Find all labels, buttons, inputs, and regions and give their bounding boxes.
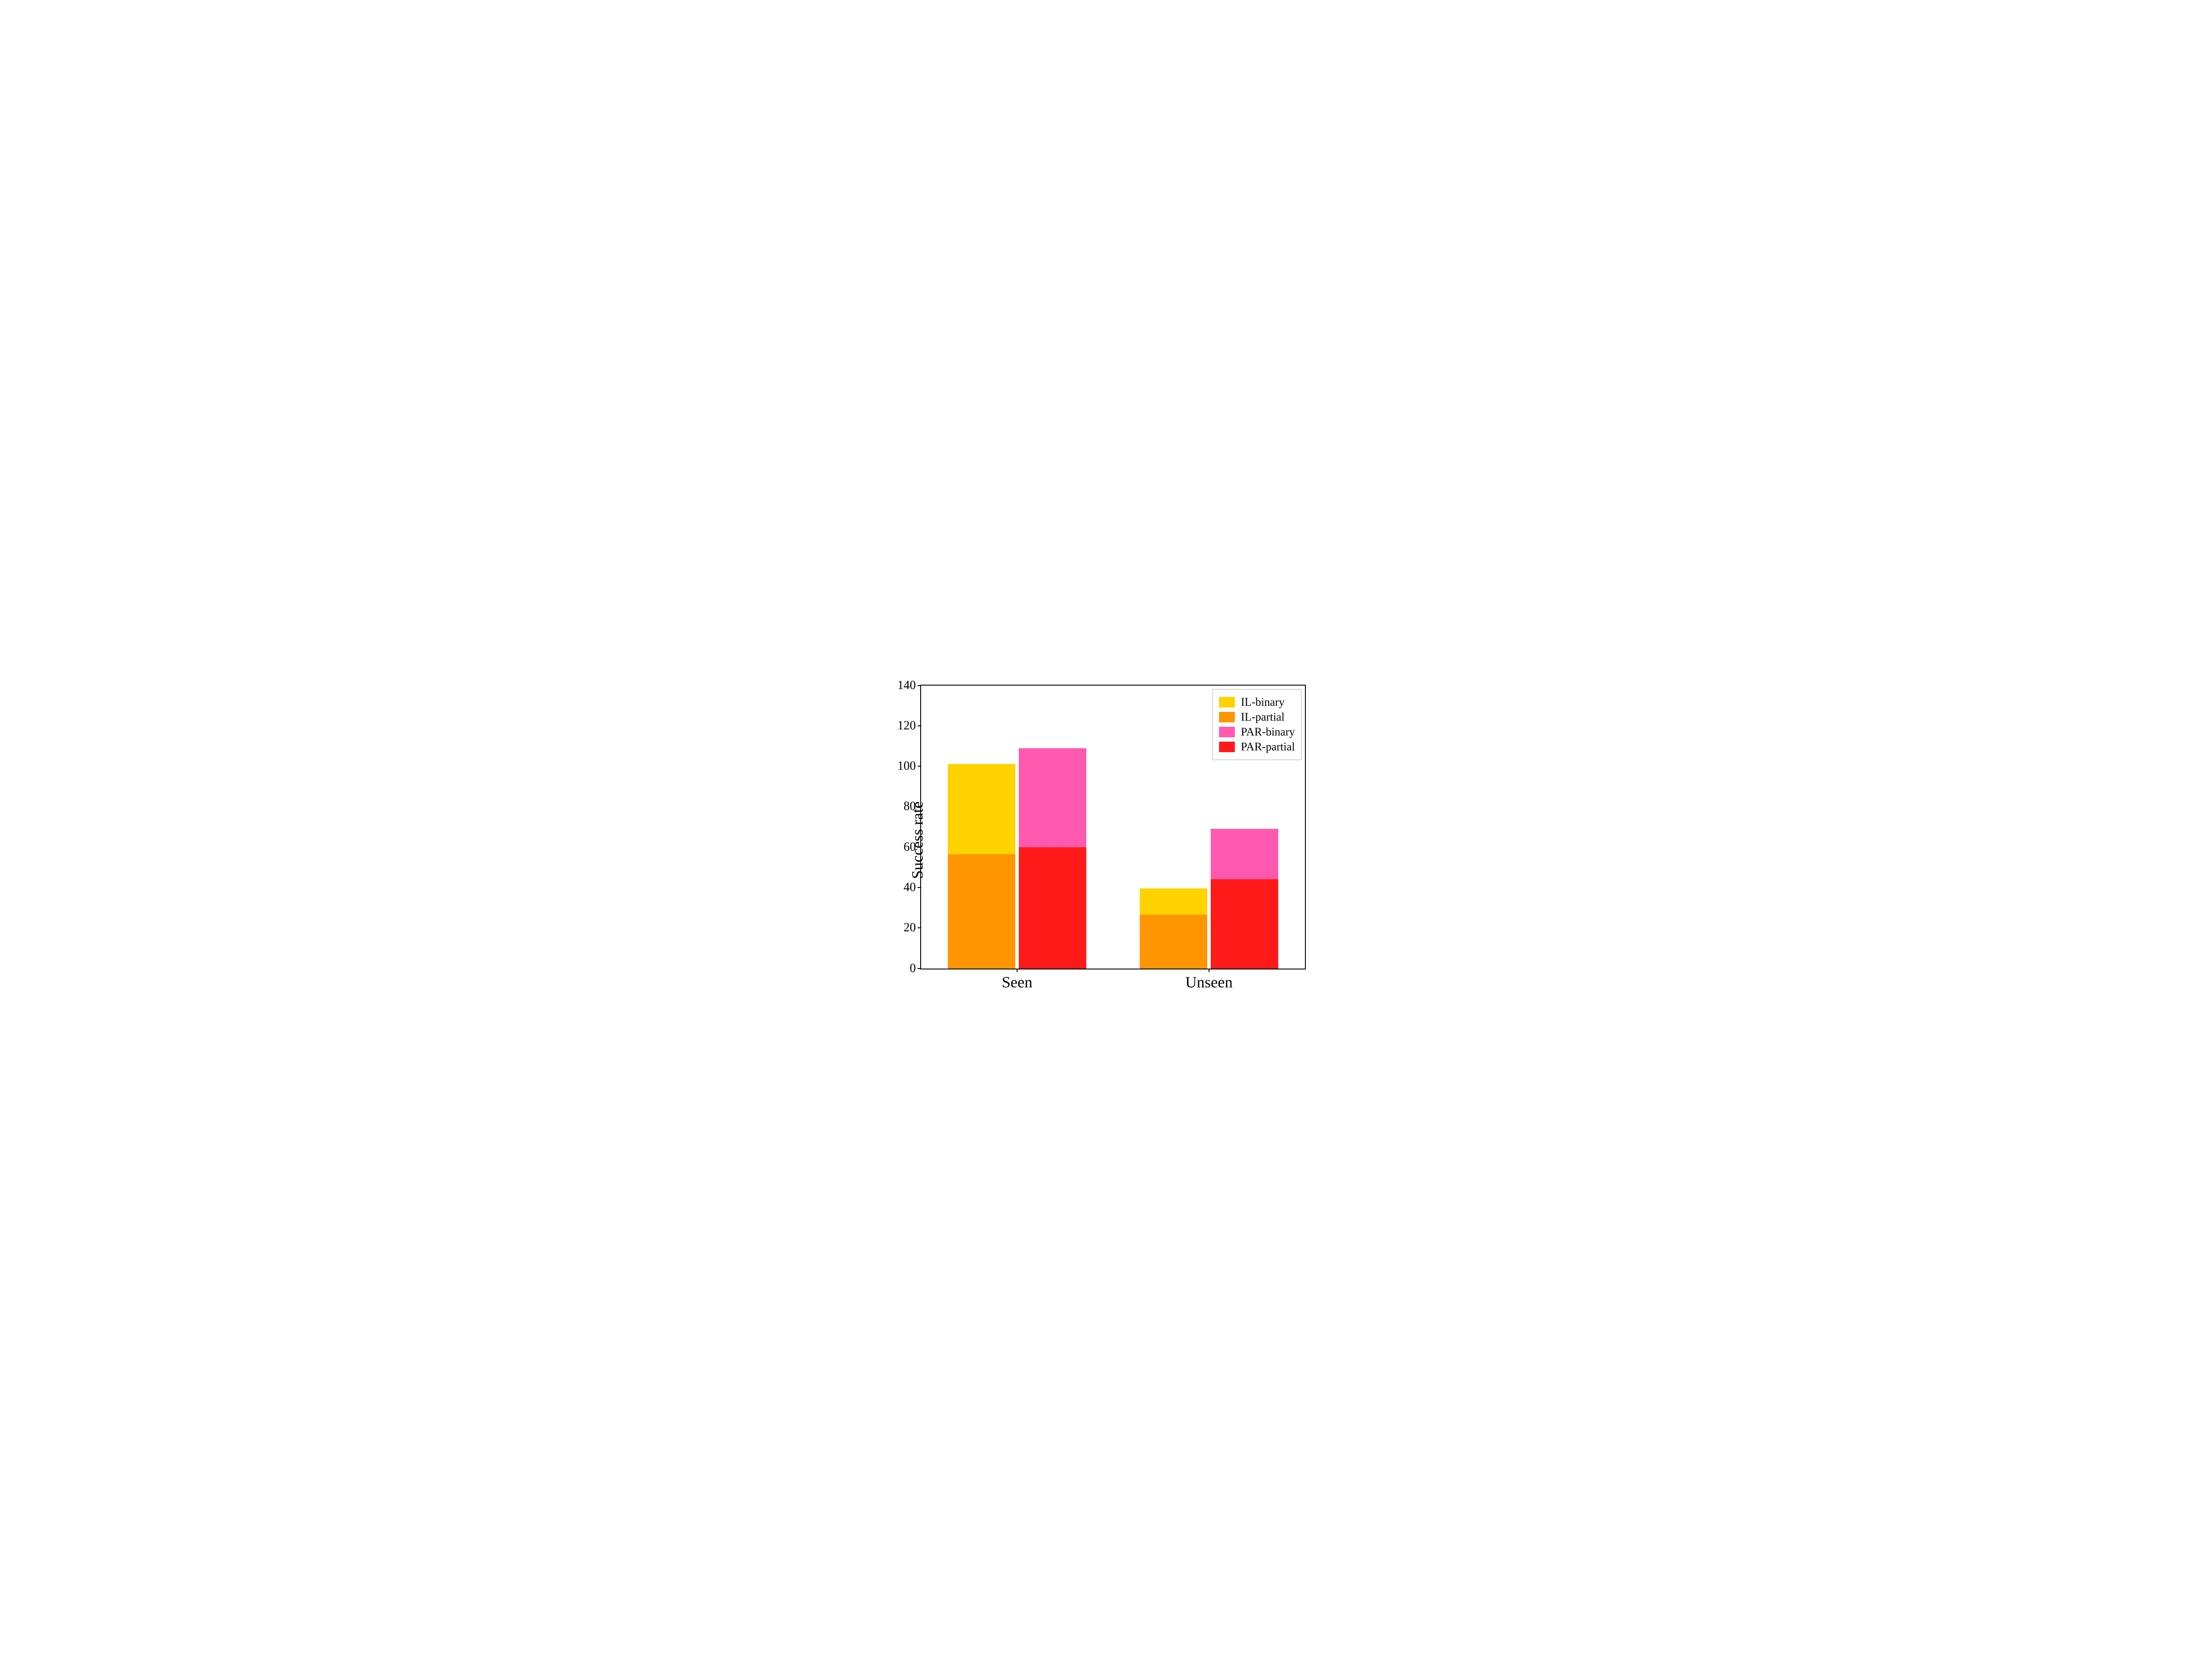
bar-il-partial-unseen bbox=[1140, 915, 1207, 968]
legend-item-par-binary: PAR-binary bbox=[1219, 725, 1295, 739]
legend-swatch bbox=[1219, 727, 1235, 737]
legend-item-il-binary: IL-binary bbox=[1219, 696, 1295, 709]
y-tick-label: 140 bbox=[897, 679, 916, 693]
y-tick bbox=[918, 725, 921, 726]
x-tick-label: Seen bbox=[1002, 973, 1032, 991]
legend-label: PAR-partial bbox=[1241, 740, 1295, 753]
y-tick bbox=[918, 927, 921, 928]
y-tick-label: 120 bbox=[897, 719, 916, 733]
x-tick-label: Unseen bbox=[1185, 973, 1233, 991]
bar-il-partial-seen bbox=[948, 854, 1015, 969]
y-tick-label: 80 bbox=[904, 799, 916, 813]
bar-par-partial-seen bbox=[1019, 847, 1086, 969]
plot-area: IL-binary IL-partialPAR-binaryPAR-partial… bbox=[920, 685, 1306, 969]
legend-label: PAR-binary bbox=[1241, 725, 1295, 739]
y-tick-label: 100 bbox=[897, 759, 916, 773]
legend-label: IL-partial bbox=[1241, 711, 1285, 724]
y-tick bbox=[918, 847, 921, 848]
y-tick-label: 60 bbox=[904, 840, 916, 854]
x-tick bbox=[1017, 969, 1018, 972]
legend-swatch bbox=[1219, 697, 1235, 707]
chart-container: Success rate IL-binaryIL-partialPAR-bina… bbox=[876, 676, 1315, 1004]
y-tick bbox=[918, 887, 921, 888]
y-tick-label: 0 bbox=[910, 962, 916, 976]
bar-par-partial-unseen bbox=[1211, 879, 1278, 968]
legend-item-il-partial: IL-partial bbox=[1219, 711, 1295, 724]
y-tick bbox=[918, 685, 921, 686]
y-tick bbox=[918, 968, 921, 969]
legend-item-par-partial: PAR-partial bbox=[1219, 740, 1295, 753]
legend-swatch bbox=[1219, 712, 1235, 722]
legend: IL-binary IL-partialPAR-binaryPAR-partial bbox=[1212, 689, 1301, 760]
legend-label: IL-binary bbox=[1241, 696, 1285, 709]
y-tick bbox=[918, 766, 921, 767]
legend-swatch bbox=[1219, 742, 1235, 752]
y-tick-label: 40 bbox=[904, 881, 916, 895]
y-tick bbox=[918, 806, 921, 807]
y-tick-label: 20 bbox=[904, 921, 916, 935]
